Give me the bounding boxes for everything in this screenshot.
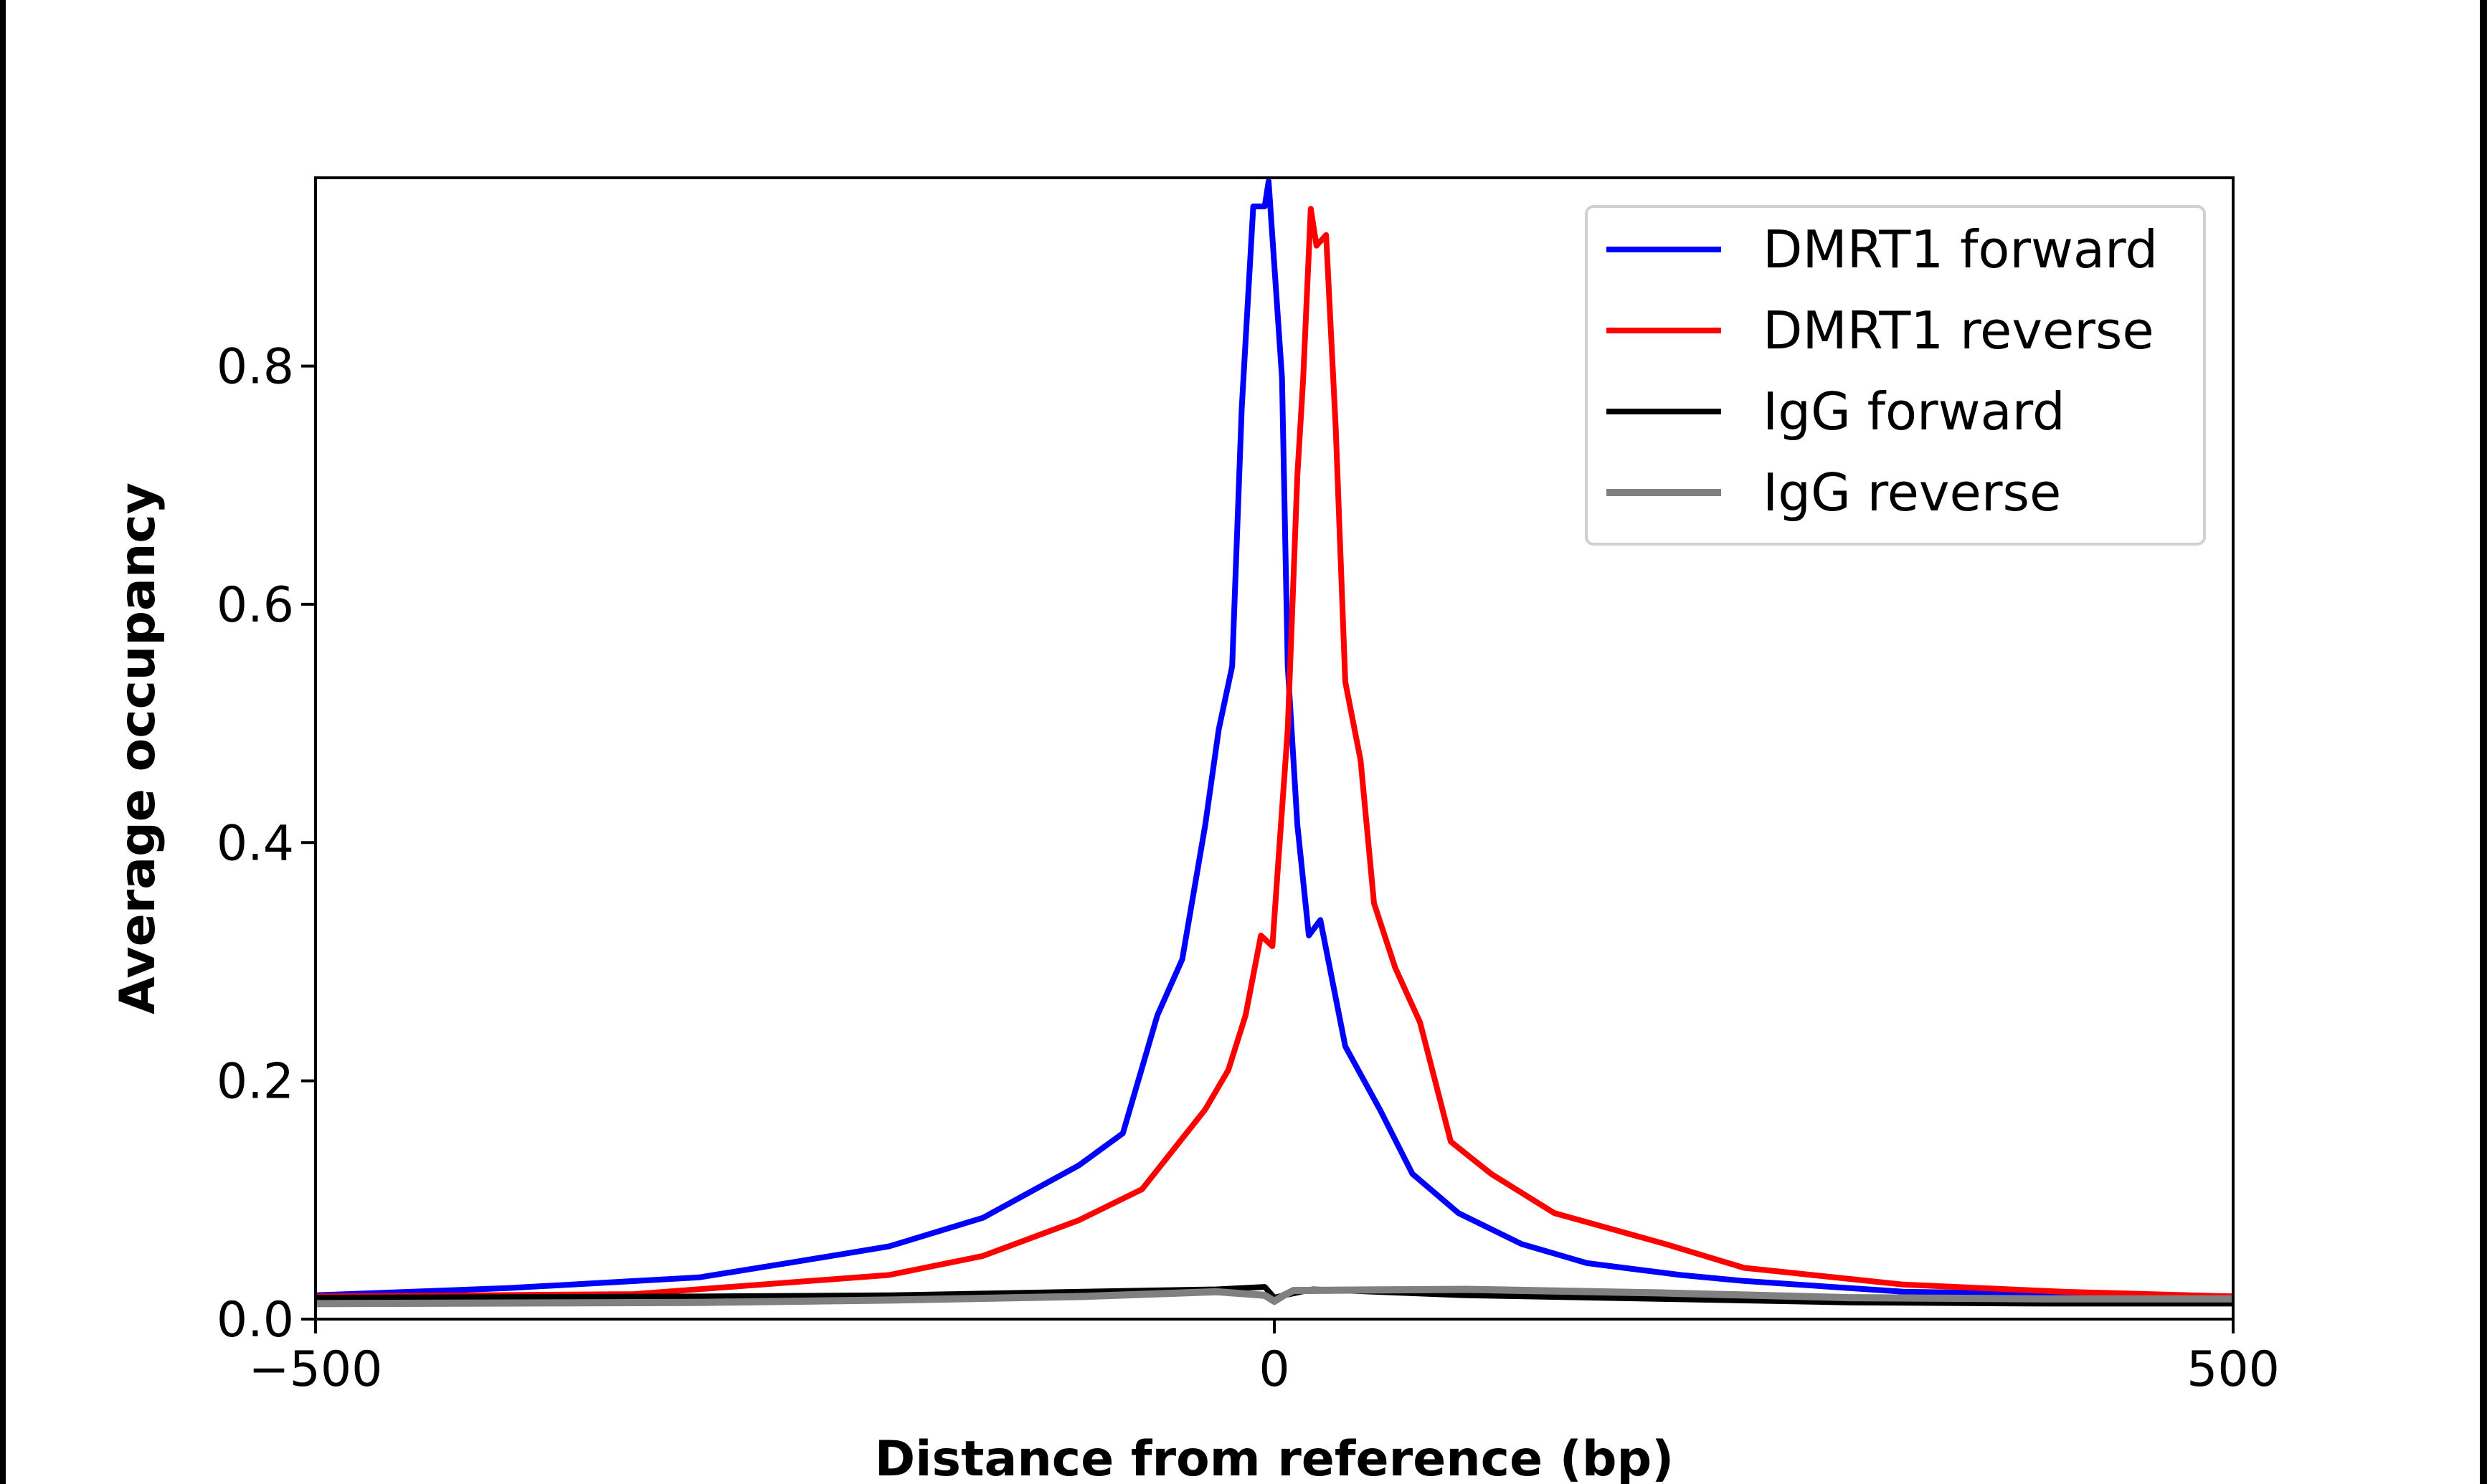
y-axis-label: Average occupancy — [110, 482, 166, 1014]
legend-label: DMRT1 reverse — [1763, 300, 2154, 361]
legend: DMRT1 forward DMRT1 reverse IgG forward IgG… — [1585, 205, 2206, 546]
legend-label: DMRT1 forward — [1763, 219, 2158, 280]
x-tick-label: −500 — [249, 1341, 383, 1398]
legend-box — [1585, 205, 2206, 546]
x-tick-label: 0 — [1259, 1341, 1289, 1398]
y-tick-label: 0.8 — [217, 339, 294, 396]
y-tick-label: 0.6 — [217, 577, 294, 634]
x-axis-label: Distance from reference (bp) — [875, 1431, 1674, 1484]
y-tick-label: 0.2 — [217, 1054, 294, 1110]
legend-label: IgG forward — [1763, 381, 2065, 442]
series-line-dmrt1-forward — [315, 179, 2234, 1300]
left-border — [0, 0, 6, 1484]
y-tick-label: 0.0 — [217, 1292, 294, 1349]
x-tick-label: 500 — [2187, 1341, 2280, 1398]
right-border — [2480, 0, 2487, 1484]
series-line-igg-reverse — [315, 1285, 2233, 1308]
plot-area — [315, 179, 2234, 1308]
y-tick-label: 0.4 — [217, 815, 294, 872]
axes: −500 0 500 0.0 0.2 0.4 0.6 0.8 — [217, 176, 2280, 1398]
series-line-dmrt1-reverse — [315, 206, 2234, 1300]
legend-label: IgG reverse — [1763, 462, 2061, 523]
